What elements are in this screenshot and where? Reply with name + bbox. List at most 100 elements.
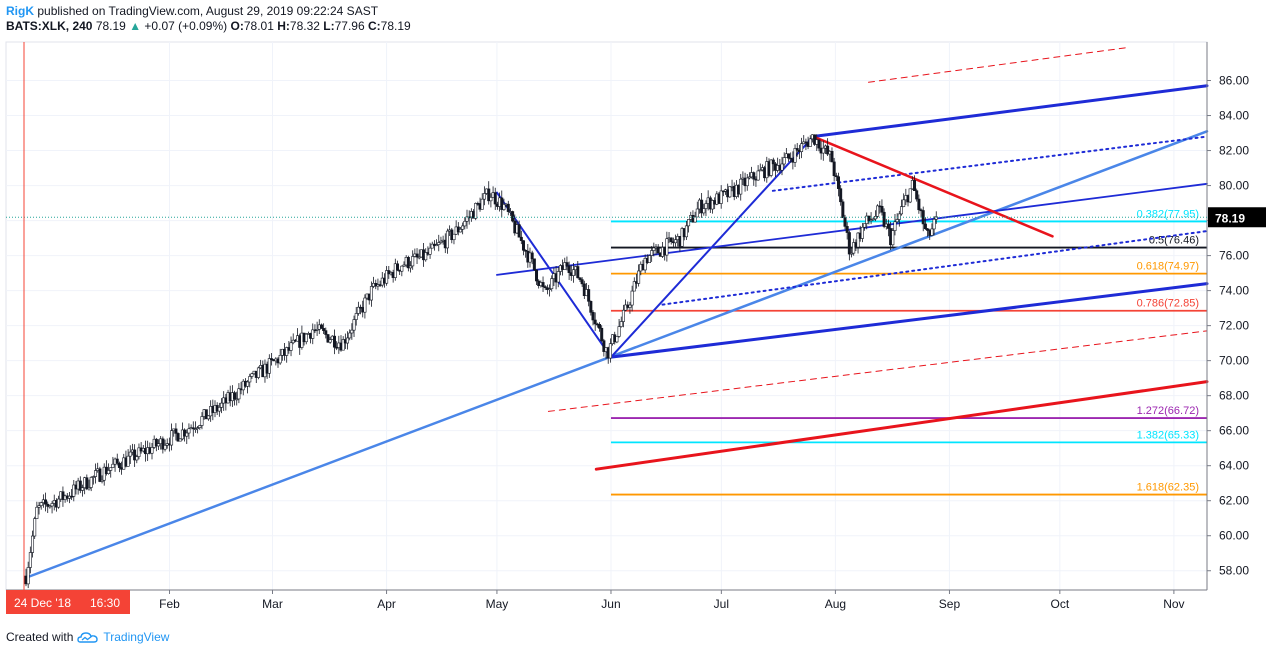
candle-body <box>256 367 260 378</box>
candle-body <box>886 223 890 229</box>
candle-body <box>710 200 714 210</box>
candle-body <box>480 198 484 210</box>
candle-body <box>747 176 751 179</box>
candle-body <box>94 470 98 477</box>
trendline <box>24 130 1209 579</box>
candle-body <box>787 153 791 159</box>
candle-body <box>115 458 119 464</box>
candle-body <box>80 487 84 491</box>
candle-body <box>206 415 210 420</box>
candle-body <box>269 358 273 360</box>
candle-body <box>550 278 554 290</box>
candle-body <box>739 178 743 195</box>
candle-body <box>684 225 688 238</box>
candle-body <box>285 347 289 356</box>
candle-body <box>780 163 784 171</box>
candle-body <box>782 157 786 165</box>
candle-body <box>674 239 678 244</box>
candle-body <box>793 148 797 163</box>
candle-body <box>876 205 880 217</box>
candle-body <box>830 151 834 163</box>
chart-axes: 58.00 60.00 62.00 64.00 66.00 68.00 70.00 72.00… <box>6 42 1266 614</box>
last-price: 78.19 <box>95 19 126 33</box>
candle-body <box>248 376 252 383</box>
candle-body <box>89 477 93 488</box>
candle-body <box>817 139 821 149</box>
candle-body <box>237 388 241 400</box>
candle-body <box>57 498 61 508</box>
candle-body <box>48 505 52 508</box>
crosshair-date-tag <box>6 590 130 614</box>
close-label: C: <box>367 19 381 33</box>
candle-body <box>652 247 656 251</box>
tradingview-brand[interactable]: TradingView <box>103 630 170 644</box>
candle-body <box>332 335 336 348</box>
y-tick-label: 70.00 <box>1219 354 1249 368</box>
candle-body <box>850 252 854 255</box>
candle-body <box>198 425 202 428</box>
candle-body <box>795 148 799 151</box>
candle-body <box>328 339 332 343</box>
y-tick-label: 80.00 <box>1219 179 1249 193</box>
candle-body <box>836 176 840 189</box>
candle-body <box>315 329 319 331</box>
candle-body <box>669 237 673 243</box>
low-value: 77.96 <box>334 19 365 33</box>
candle-body <box>278 354 282 364</box>
candle-body <box>632 281 636 292</box>
fib-retracement[interactable]: 0.382(77.95)0.5(76.46)0.618(74.97)0.786(… <box>610 208 1207 496</box>
candle-body <box>932 218 936 230</box>
candle-body <box>869 219 873 222</box>
candle-body <box>346 337 350 344</box>
candle-body <box>771 159 775 165</box>
candle-body <box>891 230 895 246</box>
close-value: 78.19 <box>380 19 411 33</box>
trendline <box>868 46 1131 83</box>
candle-body <box>311 329 315 339</box>
chart-header: RigK published on TradingView.com, Augus… <box>6 4 411 34</box>
candle-body <box>35 506 39 519</box>
fib-level-label: 0.786(72.85) <box>1137 298 1199 310</box>
author-name[interactable]: RigK <box>6 4 34 18</box>
candle-body <box>463 220 467 227</box>
ticker-symbol: BATS:XLK, 240 <box>6 19 93 33</box>
candle-body <box>602 340 606 352</box>
candle-body <box>458 228 462 233</box>
candle-body <box>647 255 651 263</box>
candle-body <box>400 265 404 272</box>
open-value: 78.01 <box>243 19 274 33</box>
candle-body <box>800 143 804 152</box>
y-tick-label: 66.00 <box>1219 424 1249 438</box>
candle-body <box>826 145 830 155</box>
candle-body <box>598 323 602 329</box>
candle-body <box>304 333 308 343</box>
candle-body <box>643 257 647 271</box>
candle-body <box>250 373 254 377</box>
candle-body <box>808 138 812 147</box>
candle-body <box>702 208 706 214</box>
candle-body <box>26 567 30 585</box>
candle-body <box>150 447 154 454</box>
candle-body <box>908 188 912 203</box>
y-tick-label: 64.00 <box>1219 459 1249 473</box>
candle-body <box>863 223 867 228</box>
candle-body <box>191 427 195 430</box>
candle-body <box>193 428 197 430</box>
candle-body <box>600 327 604 341</box>
candle-body <box>161 438 165 450</box>
candle-body <box>543 286 547 289</box>
candle-body <box>354 313 358 320</box>
candle-body <box>348 332 352 339</box>
candle-body <box>37 505 41 508</box>
fib-level-label: 1.618(62.35) <box>1137 482 1199 494</box>
candle-body <box>402 264 406 267</box>
fib-level-label: 0.618(74.97) <box>1137 261 1199 273</box>
candle-body <box>31 535 35 553</box>
candle-body <box>196 427 200 429</box>
trendlines[interactable] <box>24 46 1209 579</box>
candle-body <box>133 449 137 461</box>
candle-body <box>917 198 921 211</box>
candle-body <box>385 270 389 284</box>
candle-body <box>619 321 623 327</box>
